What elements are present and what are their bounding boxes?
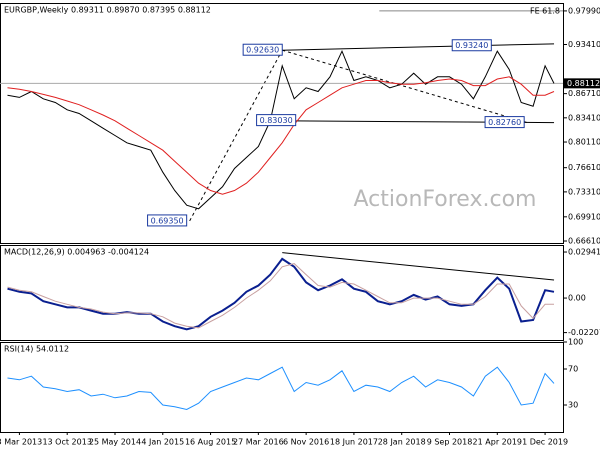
- annotation-label: 0.92630: [246, 46, 279, 55]
- x-tick-label: 16 Aug 2015: [185, 438, 236, 447]
- y-tick-label: 0.83410: [568, 113, 600, 122]
- annotation-label: 0.82760: [488, 118, 521, 127]
- y-tick-label: 0.80110: [568, 138, 600, 147]
- y-tick-label: 0.00: [568, 294, 586, 303]
- x-tick-label: 3 Mar 2013: [0, 438, 42, 447]
- x-tick-label: 18 Jun 2017: [330, 438, 378, 447]
- annotation-label: 0.93240: [455, 41, 488, 50]
- x-tick-label: 4 Jan 2015: [141, 438, 184, 447]
- panel-title: RSI(14) 54.0112: [4, 345, 69, 354]
- y-tick-label: -0.022074: [568, 328, 600, 337]
- y-tick-label: 0.029412: [568, 248, 600, 257]
- x-tick-label: 9 Sep 2018: [427, 438, 473, 447]
- y-tick-label: 0.76610: [568, 163, 600, 172]
- x-tick-label: 25 May 2014: [89, 438, 141, 447]
- x-tick-label: 28 Jan 2018: [378, 438, 426, 447]
- y-tick-label: 0.73310: [568, 187, 600, 196]
- panel-border: [0, 342, 564, 433]
- annotation-box: [484, 116, 525, 129]
- x-tick-label: 13 Oct 2013: [42, 438, 91, 447]
- annotation-box: [256, 114, 297, 127]
- x-tick-label: 1 Dec 2019: [522, 438, 568, 447]
- series-line: [7, 263, 554, 329]
- series-line: [7, 49, 555, 210]
- trendline: [282, 43, 555, 51]
- annotation-box: [147, 214, 188, 227]
- trendline: [189, 49, 283, 222]
- annotation-box: [242, 43, 283, 56]
- y-tick-label: 0.97990: [568, 6, 600, 15]
- trendline: [282, 252, 555, 281]
- x-tick-label: 21 Apr 2019: [473, 438, 522, 447]
- y-tick-label: 0.69910: [568, 212, 600, 221]
- annotation-label: 0.69350: [151, 216, 184, 225]
- trendline: [282, 49, 528, 124]
- y-tick-label: 0.66610: [568, 237, 600, 246]
- current-price-label: 0.88112: [567, 79, 600, 88]
- x-tick-label: 6 Nov 2016: [283, 438, 329, 447]
- y-tick-label: 0.93410: [568, 40, 600, 49]
- y-tick-label: 0.86710: [568, 89, 600, 98]
- current-price-box: [564, 78, 600, 89]
- series-line: [7, 76, 555, 195]
- panel-title: MACD(12,26,9) 0.004963 -0.004124: [4, 248, 149, 257]
- series-line: [7, 366, 555, 411]
- y-tick-label: 100: [568, 338, 583, 347]
- series-line: [7, 257, 555, 331]
- annotation-label: 0.83030: [260, 116, 293, 125]
- y-tick-label: 30: [568, 401, 578, 410]
- panel-title: EURGBP,Weekly 0.89311 0.89870 0.87395 0.…: [4, 6, 211, 15]
- panel-border: [0, 245, 564, 341]
- level-label: FE 61.8: [530, 6, 560, 15]
- x-tick-label: 27 Mar 2016: [233, 438, 284, 447]
- panel-border: [0, 3, 564, 244]
- annotation-box: [451, 39, 492, 52]
- y-tick-label: 70: [568, 365, 578, 374]
- watermark: ActionForex.com: [354, 187, 537, 212]
